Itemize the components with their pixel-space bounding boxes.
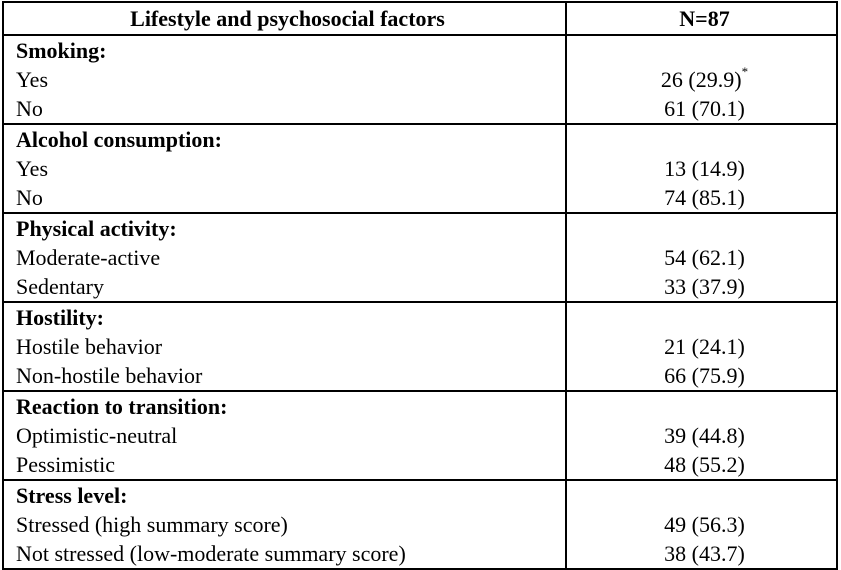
row-label: No: [2, 183, 567, 214]
row-value: 48 (55.2): [664, 452, 745, 477]
category-label: Reaction to transition:: [2, 390, 567, 421]
row-label: Not stressed (low-moderate summary score…: [2, 539, 567, 570]
category-label: Physical activity:: [2, 212, 567, 243]
row-value: 49 (56.3): [664, 512, 745, 537]
row-label: Non-hostile behavior: [2, 361, 567, 392]
category-label: Smoking:: [2, 34, 567, 65]
table-row: Non-hostile behavior 66 (75.9): [2, 361, 838, 392]
row-label: Pessimistic: [2, 450, 567, 481]
row-value: 26 (29.9): [660, 67, 742, 92]
category-label: Stress level:: [2, 479, 567, 510]
row-value: 66 (75.9): [664, 363, 745, 388]
category-row: Reaction to transition:: [2, 390, 838, 421]
table-row: Hostile behavior 21 (24.1): [2, 332, 838, 361]
row-label: Sedentary: [2, 272, 567, 303]
row-value: 33 (37.9): [664, 274, 745, 299]
header-factors: Lifestyle and psychosocial factors: [2, 1, 567, 36]
footnote-marker: *: [741, 63, 749, 79]
table-header-row: Lifestyle and psychosocial factors N=87: [2, 1, 838, 36]
row-label: Moderate-active: [2, 243, 567, 272]
table-row: Yes 26 (29.9)*: [2, 63, 838, 94]
row-value: 38 (43.7): [664, 541, 745, 566]
row-label: Yes: [2, 65, 567, 94]
row-value: 13 (14.9): [664, 156, 745, 181]
category-label: Alcohol consumption:: [2, 123, 567, 154]
table-row: Pessimistic 48 (55.2): [2, 450, 838, 481]
category-row: Hostility:: [2, 301, 838, 332]
table-row: Optimistic-neutral 39 (44.8): [2, 421, 838, 450]
table-row: Moderate-active 54 (62.1): [2, 243, 838, 272]
table-row: Yes 13 (14.9): [2, 154, 838, 183]
row-label: Yes: [2, 154, 567, 183]
row-value: 39 (44.8): [664, 423, 745, 448]
category-row: Physical activity:: [2, 212, 838, 243]
category-row: Alcohol consumption:: [2, 123, 838, 154]
table-row: Not stressed (low-moderate summary score…: [2, 539, 838, 570]
row-label: Stressed (high summary score): [2, 510, 567, 539]
row-label: Hostile behavior: [2, 332, 567, 361]
row-value: 21 (24.1): [664, 334, 745, 359]
row-label: Optimistic-neutral: [2, 421, 567, 450]
row-label: No: [2, 94, 567, 125]
table-row: No 61 (70.1): [2, 94, 838, 125]
category-label: Hostility:: [2, 301, 567, 332]
table-row: Stressed (high summary score) 49 (56.3): [2, 510, 838, 539]
category-row: Smoking:: [2, 34, 838, 65]
row-value: 74 (85.1): [664, 185, 745, 210]
table-row: Sedentary 33 (37.9): [2, 272, 838, 303]
row-value: 54 (62.1): [664, 245, 745, 270]
table-row: No 74 (85.1): [2, 183, 838, 214]
category-row: Stress level:: [2, 479, 838, 510]
row-value: 61 (70.1): [664, 96, 745, 121]
header-n: N=87: [565, 1, 838, 36]
